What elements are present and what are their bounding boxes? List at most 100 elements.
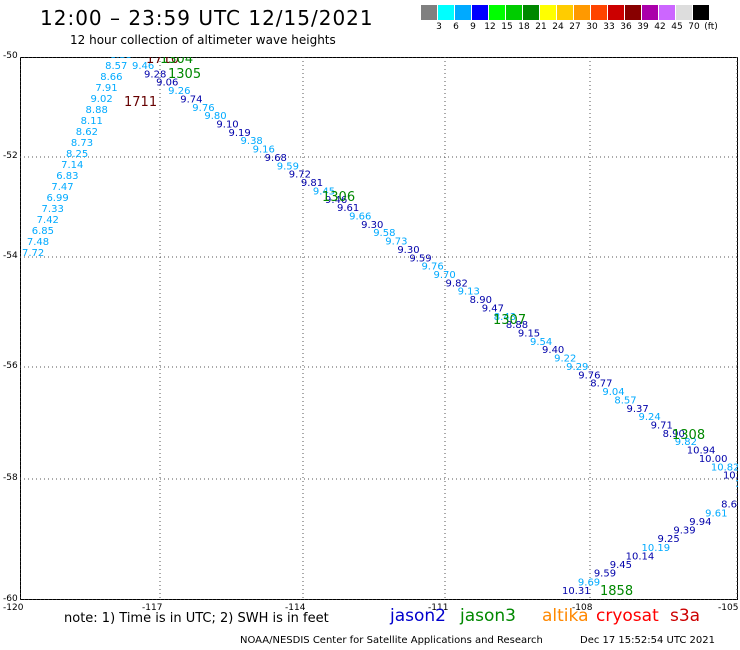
colorbar-swatch [625, 5, 642, 20]
swh-value: 7.47 [51, 182, 73, 193]
swh-value: 9 [737, 491, 738, 502]
swh-value: 8.90 [470, 295, 492, 306]
longitude-label: -114 [285, 603, 306, 613]
swh-value: 9.76 [421, 262, 443, 273]
longitude-label: -120 [3, 603, 24, 613]
longitude-label: -111 [428, 603, 449, 613]
swh-value: 9.30 [361, 220, 383, 231]
plot-frame [20, 57, 738, 600]
colorbar-label: 12 [484, 22, 496, 32]
swh-value: 8.57 [105, 61, 127, 72]
swh-value: 9.19 [228, 128, 250, 139]
colorbar-swatch [574, 5, 591, 20]
swh-value: 9.59 [409, 253, 431, 264]
swh-value: 8.77 [590, 379, 612, 390]
colorbar-swatch [557, 5, 574, 20]
swh-value: 9.26 [168, 86, 190, 97]
swh-value: 8.88 [86, 105, 108, 116]
swh-value: 8.55 [110, 57, 132, 61]
swh-value: 10.0 [735, 479, 738, 490]
swh-value: 9.76 [192, 103, 214, 114]
swh-value: 9.30 [397, 245, 419, 256]
generated-timestamp: Dec 17 15:52:54 UTC 2021 [580, 635, 715, 646]
swh-value: 9.22 [554, 354, 576, 365]
map-title: 12:00 – 23:59 UTC 12/15/2021 [40, 6, 374, 30]
colorbar-swatch [506, 5, 523, 20]
colorbar-label: 24 [552, 22, 564, 32]
swh-value: 9.25 [657, 534, 679, 545]
pass-label: 1304 [160, 57, 193, 67]
swh-value: 9.10 [216, 120, 238, 131]
swh-value: 9.04 [602, 387, 624, 398]
colorbar-label: 36 [620, 22, 632, 32]
colorbar-swatch [659, 5, 676, 20]
pass-label: 1305 [168, 67, 201, 82]
colorbar-label: 9 [470, 22, 476, 32]
colorbar-swatch [608, 5, 625, 20]
swh-value: 10.00 [699, 454, 728, 465]
swh-value: 8.90 [663, 429, 685, 440]
pass-label: 1858 [600, 584, 633, 599]
colorbar-swatch [591, 5, 608, 20]
colorbar-label: 21 [535, 22, 547, 32]
swh-value: 9.59 [277, 161, 299, 172]
latitude-label: -54 [3, 251, 18, 261]
colorbar-swatch [489, 5, 506, 20]
swh-value: 10.31 [562, 586, 591, 597]
swh-value: 9.94 [689, 517, 711, 528]
longitude-label: -105 [718, 603, 739, 613]
latitude-label: -58 [3, 473, 18, 483]
swh-value: 9.72 [289, 170, 311, 181]
swh-value: 10.19 [642, 543, 671, 554]
swh-value: 9.15 [518, 329, 540, 340]
colorbar-label: 3 [436, 22, 442, 32]
colorbar-label: 30 [586, 22, 598, 32]
credit-line: NOAA/NESDIS Center for Satellite Applica… [240, 635, 543, 646]
legend-altika: altika [542, 606, 589, 626]
swh-value: 8.57 [614, 395, 636, 406]
swh-value: 9.70 [434, 270, 456, 281]
longitude-label: -108 [572, 603, 593, 613]
colorbar-swatch [642, 5, 659, 20]
swh-value: 9.82 [675, 437, 697, 448]
swh-value: 9.61 [705, 508, 727, 519]
pass-label: 1710 [146, 57, 179, 67]
swh-value: 9.47 [482, 303, 504, 314]
swh-value: 8.43 [494, 312, 516, 323]
swh-value: 9.66 [349, 211, 371, 222]
swh-value: 8.62 [76, 127, 98, 138]
swh-value: 9.46 [325, 195, 347, 206]
swh-value: 10.45 [723, 471, 738, 482]
swh-value: 9.06 [156, 78, 178, 89]
swh-value: 10.94 [687, 446, 716, 457]
swh-value: 7.91 [95, 83, 117, 94]
swh-value: 10.14 [626, 551, 655, 562]
swh-value: 9.39 [673, 526, 695, 537]
swh-value: 9.45 [610, 560, 632, 571]
swh-value: 9.28 [144, 69, 166, 80]
swh-value: 9.24 [639, 412, 661, 423]
colorbar-label: (ft) [704, 22, 718, 32]
swh-value: 9.37 [626, 404, 648, 415]
swh-value: 9.38 [241, 136, 263, 147]
latitude-label: -60 [3, 594, 18, 604]
swh-value: 6.99 [46, 193, 68, 204]
colorbar-label: 33 [603, 22, 615, 32]
swh-value: 9.73 [385, 237, 407, 248]
legend-jason2: jason2 [390, 606, 446, 626]
footnote: note: 1) Time is in UTC; 2) SWH is in fe… [64, 611, 329, 626]
colorbar-label: 45 [671, 22, 683, 32]
pass-label: 1711 [124, 95, 157, 110]
colorbar-swatch [455, 5, 472, 20]
swh-value: 7.72 [22, 248, 44, 259]
colorbar-swatch [523, 5, 540, 20]
swh-value: 7.48 [27, 237, 49, 248]
swh-value: 9.59 [594, 569, 616, 580]
swh-value: 8.66 [100, 72, 122, 83]
swh-value: 9.74 [180, 94, 202, 105]
swh-value: 8.73 [71, 138, 93, 149]
colorbar-label: 27 [569, 22, 581, 32]
swh-value: 9.58 [373, 228, 395, 239]
colorbar-label: 42 [654, 22, 666, 32]
